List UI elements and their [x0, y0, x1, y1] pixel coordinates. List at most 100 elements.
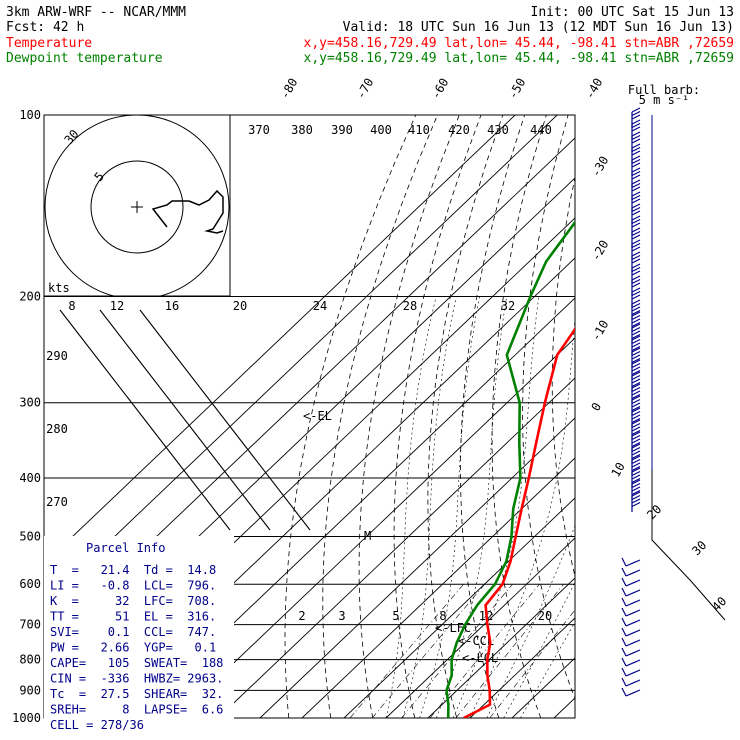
- wind-barb: [621, 687, 641, 697]
- wind-barb-flag: [631, 215, 641, 221]
- isotherm-line: [469, 617, 575, 718]
- parcel-info-row: CIN = -336 HWBZ= 2963.: [50, 672, 223, 686]
- theta-label: 280: [46, 422, 68, 436]
- wind-barb-flag: [631, 174, 641, 180]
- hodograph-speed-label: 20: [233, 299, 247, 313]
- theta-label: 380: [291, 123, 313, 137]
- wind-barb-flag: [631, 170, 641, 177]
- wind-barb-flag: [631, 398, 641, 405]
- isotherm-line: [427, 577, 575, 718]
- parcel-info-row: SREH= 8 LAPSE= 6.6: [50, 703, 223, 717]
- wind-barb-flag: [631, 162, 641, 168]
- pressure-label: 1000: [12, 711, 41, 725]
- wind-barb-flag: [621, 617, 627, 627]
- wind-barb-flag: [631, 465, 641, 472]
- wind-barb-flag: [631, 230, 641, 237]
- isotherm-label: 0: [588, 400, 604, 413]
- wind-barb-flag: [631, 150, 641, 156]
- parcel-info-row: LI = -0.8 LCL= 796.: [50, 579, 216, 593]
- wind-barb-flag: [631, 338, 641, 345]
- mixing-ratio-label: 8: [439, 609, 446, 623]
- wind-barb-flag: [631, 119, 641, 125]
- hodograph-speed-label: 32: [501, 299, 515, 313]
- wind-barb: [631, 443, 641, 464]
- isotherm-label: -80: [277, 76, 300, 102]
- moist-adiabat: [419, 296, 480, 718]
- wind-barb-flag: [631, 299, 641, 305]
- wind-barb-flag: [631, 479, 641, 485]
- dry-adiabat: [609, 115, 709, 718]
- wind-barb-flag: [631, 501, 641, 508]
- wind-barb-staff: [625, 639, 641, 647]
- hodograph-units: kts: [48, 281, 70, 295]
- pressure-label: 400: [19, 471, 41, 485]
- plot-frame: [43, 114, 576, 719]
- wind-barb-flag: [631, 239, 641, 245]
- wind-barb: [621, 617, 641, 627]
- theta-label: 420: [448, 123, 470, 137]
- isotherm-label: 20: [644, 502, 664, 522]
- wind-barb-flag: [631, 383, 641, 389]
- isotherm-line: [44, 115, 558, 605]
- parcel-info-row: CAPE= 105 SWEAT= 188: [50, 656, 223, 670]
- wind-barb-flag: [631, 441, 641, 448]
- theta-label: 290: [46, 349, 68, 363]
- wind-barb-flag: [631, 134, 641, 141]
- isotherm-label: -50: [505, 76, 528, 102]
- wind-barb-flag: [631, 309, 641, 316]
- pressure-label: 200: [19, 290, 41, 304]
- wind-barb-flag: [631, 434, 641, 441]
- dry-adiabat: [581, 115, 667, 718]
- wind-barb-flag: [631, 110, 641, 117]
- wind-barb-flag: [631, 393, 641, 400]
- pressure-label: 500: [19, 529, 41, 543]
- wind-barb-flag: [621, 657, 627, 667]
- wind-barb-flag: [631, 362, 641, 369]
- dry-adiabat: [322, 115, 438, 718]
- wind-barb: [621, 627, 641, 637]
- wind-barb-flag: [631, 290, 641, 297]
- wind-barb-staff: [625, 679, 641, 687]
- dry-adiabat: [358, 115, 460, 718]
- wind-barb-flag: [631, 381, 641, 388]
- dry-adiabat: [491, 115, 547, 718]
- mixing-ratio-line: [349, 584, 464, 718]
- wind-barb-flag: [631, 498, 641, 504]
- wind-barb: [621, 637, 641, 647]
- temperature-legend: Temperature: [6, 36, 92, 51]
- dry-adiabat: [688, 115, 740, 718]
- isotherm-label: -70: [353, 76, 376, 102]
- wind-barb-flag: [631, 366, 641, 372]
- wind-legend-line1: Full barb:: [628, 83, 700, 97]
- wind-barbs: [621, 107, 726, 697]
- wind-barb-flag: [631, 282, 641, 288]
- wind-barb-flag: [631, 470, 641, 477]
- wind-barb-flag: [631, 407, 641, 413]
- isotherm-line: [553, 697, 575, 718]
- theta-label: 400: [370, 123, 392, 137]
- wind-barb-flag: [631, 359, 641, 365]
- wind-barb-flag: [631, 491, 641, 497]
- theta-label: 370: [248, 123, 270, 137]
- theta-label: 390: [331, 123, 353, 137]
- wind-barb-flag: [631, 122, 641, 129]
- wind-barb: [621, 577, 641, 587]
- wind-barb-staff: [625, 629, 641, 637]
- wind-barb-staff: [625, 579, 641, 587]
- pressure-label: 700: [19, 618, 41, 632]
- wind-barb-flag: [631, 369, 641, 376]
- isotherm-label: -60: [428, 76, 451, 102]
- temperature-profile: [463, 326, 575, 718]
- isotherm-line: [343, 497, 575, 718]
- wind-legend-line2: 5 m s⁻¹: [639, 93, 690, 107]
- parcel-info-box: Parcel Info T = 21.4 Td = 14.8 LI = -0.8 …: [44, 536, 234, 732]
- wind-barb-flag: [631, 270, 641, 276]
- wind-barb-flag: [631, 278, 641, 285]
- wind-barb-flag: [631, 429, 641, 436]
- moist-adiabat: [486, 524, 575, 718]
- wind-barb: [631, 311, 641, 332]
- speed-line: [139, 309, 311, 531]
- parcel-info-title: Parcel Info: [86, 541, 165, 555]
- parcel-info-row: TT = 51 EL = 316.: [50, 610, 216, 624]
- dry-adiabat: [662, 115, 740, 718]
